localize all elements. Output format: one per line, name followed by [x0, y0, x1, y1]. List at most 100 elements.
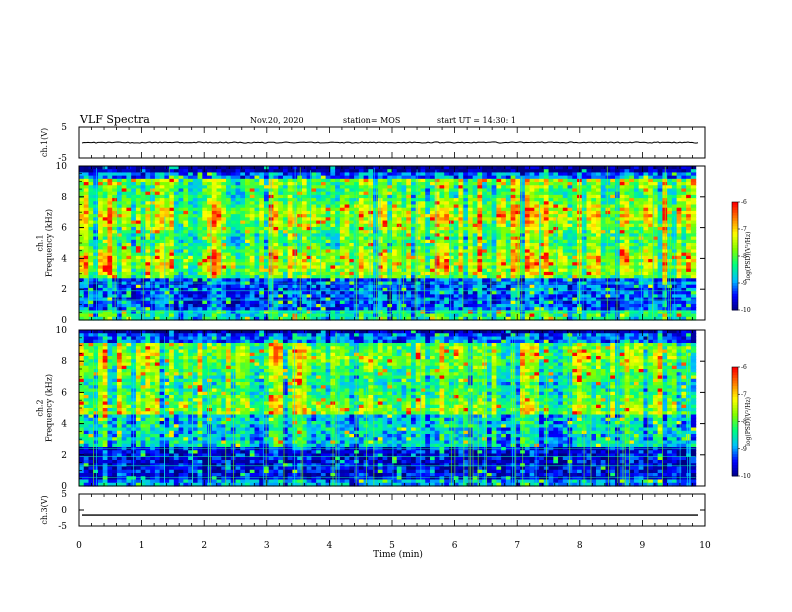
spectrogram-cell: [263, 268, 270, 273]
spectrogram-cell: [406, 246, 412, 251]
spectrogram-cell: [444, 210, 450, 215]
spectrogram-cell: [150, 236, 156, 241]
spectrogram-cell: [88, 310, 94, 315]
spectrogram-cell: [472, 217, 479, 222]
spectrogram-cell: [363, 166, 369, 170]
spectrogram-cell: [316, 178, 322, 183]
spectrogram-cell: [439, 294, 445, 299]
spectrogram-cell: [211, 252, 218, 257]
spectrogram-cell: [311, 230, 317, 234]
spectrogram-cell: [335, 201, 341, 206]
spectrogram-cell: [392, 307, 398, 311]
spectrogram-cell: [496, 201, 502, 206]
spectrogram-cell: [491, 265, 497, 270]
spectrogram-cell: [245, 239, 251, 244]
spectrogram-cell: [116, 223, 123, 228]
spectrogram-cell: [406, 201, 412, 206]
spectrogram-cell: [183, 262, 189, 267]
spectrogram-cell: [467, 284, 474, 289]
spectrogram-cell: [278, 182, 284, 186]
spectrogram-cell: [245, 236, 251, 241]
spectrogram-cell: [259, 297, 265, 302]
spectrogram-cell: [230, 259, 237, 263]
spectrogram-cell: [429, 220, 436, 225]
spectrogram-cell: [439, 271, 445, 276]
spectrogram-cell: [235, 287, 241, 292]
spectrogram-cell: [377, 275, 384, 279]
spectrogram-cell: [463, 185, 469, 190]
spectrogram-cell: [316, 210, 322, 215]
spectrogram-cell: [524, 313, 531, 318]
spectrogram-cell: [425, 226, 431, 231]
spectrogram-cell: [415, 201, 422, 206]
spectrogram-cell: [154, 175, 161, 180]
spectrogram-cell: [534, 297, 540, 302]
spectrogram-cell: [79, 243, 85, 247]
spectrogram-cell: [396, 185, 403, 190]
spectrogram-cell: [278, 226, 284, 231]
spectrogram-cell: [320, 166, 327, 170]
spectrogram-cell: [486, 275, 493, 279]
spectrogram-cell: [534, 233, 540, 238]
spectrogram-cell: [135, 268, 142, 273]
spectrogram-cell: [458, 297, 464, 302]
spectrogram-cell: [235, 226, 241, 231]
spectrogram-cell: [145, 185, 151, 190]
spectrogram-cell: [392, 281, 398, 286]
spectrogram-cell: [221, 255, 227, 260]
spectrogram-cell: [420, 194, 426, 199]
spectrogram-cell: [102, 230, 109, 234]
spectrogram-cell: [183, 226, 189, 231]
spectrogram-cell: [154, 265, 161, 270]
spectrogram-cell: [88, 198, 94, 202]
spectrogram-cell: [207, 172, 213, 177]
spectrogram-cell: [373, 201, 379, 206]
spectrogram-cell: [207, 223, 213, 228]
spectrogram-cell: [505, 316, 512, 321]
spectrogram-cell: [553, 214, 559, 218]
spectrogram-cell: [169, 233, 175, 238]
spectrogram-cell: [344, 185, 350, 190]
spectrogram-cell: [382, 259, 388, 263]
spectrogram-cell: [240, 303, 246, 308]
spectrogram-cell: [529, 303, 535, 308]
spectrogram-cell: [534, 252, 540, 257]
spectrogram-cell: [401, 265, 407, 270]
spectrogram-cell: [259, 233, 265, 238]
spectrogram-cell: [102, 207, 109, 212]
spectrogram-cell: [368, 243, 374, 247]
spectrogram-cell: [230, 252, 237, 257]
spectrogram-cell: [140, 194, 146, 199]
spectrogram-cell: [79, 265, 85, 270]
spectrogram-cell: [491, 217, 497, 222]
spectrogram-cell: [543, 259, 550, 263]
spectrogram-cell: [520, 291, 526, 295]
spectrogram-cell: [83, 287, 90, 292]
spectrogram-cell: [349, 259, 355, 263]
spectrogram-cell: [349, 287, 355, 292]
spectrogram-cell: [501, 204, 507, 209]
spectrogram-cell: [83, 169, 90, 174]
spectrogram-cell: [434, 178, 441, 183]
spectrogram-cell: [93, 207, 99, 212]
spectrogram-cell: [491, 313, 497, 318]
spectrogram-cell: [311, 246, 317, 251]
spectrogram-cell: [524, 259, 531, 263]
spectrogram-cell: [207, 313, 213, 318]
spectrogram-cell: [145, 259, 151, 263]
spectrogram-cell: [273, 201, 279, 206]
spectrogram-cell: [221, 182, 227, 186]
spectrogram-cell: [316, 303, 322, 308]
spectrogram-cell: [301, 287, 308, 292]
spectrogram-cell: [392, 175, 398, 180]
spectrogram-cell: [486, 217, 493, 222]
spectrogram-cell: [482, 294, 488, 299]
spectrogram-cell: [439, 169, 445, 174]
spectrogram-cell: [282, 188, 289, 193]
spectrogram-cell: [434, 169, 441, 174]
spectrogram-cell: [330, 172, 336, 177]
spectrogram-cell: [472, 223, 479, 228]
spectrogram-cell: [150, 188, 156, 193]
spectrogram-cell: [221, 230, 227, 234]
spectrogram-cell: [131, 175, 137, 180]
